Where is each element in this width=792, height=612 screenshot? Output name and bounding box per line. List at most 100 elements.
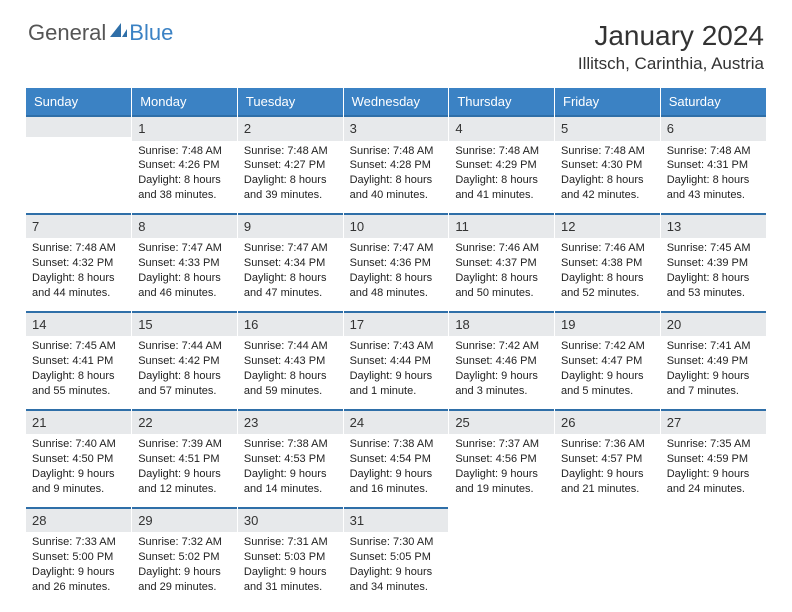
sunset-line: Sunset: 4:59 PM [667,452,760,467]
sunrise-line: Sunrise: 7:44 AM [138,339,231,354]
sunrise-line: Sunrise: 7:38 AM [350,437,443,452]
sunrise-line: Sunrise: 7:38 AM [244,437,337,452]
daylight-line: Daylight: 8 hours [138,369,231,384]
sunrise-line: Sunrise: 7:36 AM [561,437,654,452]
daylight-line: and 3 minutes. [455,384,548,399]
daylight-line: and 5 minutes. [561,384,654,399]
calendar-day-cell: 7Sunrise: 7:48 AMSunset: 4:32 PMDaylight… [26,213,132,311]
day-number: 5 [555,115,660,141]
daylight-line: Daylight: 9 hours [244,467,337,482]
calendar-day-cell: 22Sunrise: 7:39 AMSunset: 4:51 PMDayligh… [132,409,238,507]
day-details: Sunrise: 7:47 AMSunset: 4:34 PMDaylight:… [238,238,343,310]
daylight-line: and 47 minutes. [244,286,337,301]
title-block: January 2024 Illitsch, Carinthia, Austri… [578,20,764,74]
calendar-day-cell: 26Sunrise: 7:36 AMSunset: 4:57 PMDayligh… [555,409,661,507]
sunset-line: Sunset: 4:28 PM [350,158,443,173]
calendar-day-cell: 21Sunrise: 7:40 AMSunset: 4:50 PMDayligh… [26,409,132,507]
daylight-line: and 29 minutes. [138,580,231,595]
location-text: Illitsch, Carinthia, Austria [578,54,764,74]
sunrise-line: Sunrise: 7:48 AM [561,144,654,159]
sunset-line: Sunset: 4:30 PM [561,158,654,173]
day-details: Sunrise: 7:37 AMSunset: 4:56 PMDaylight:… [449,434,554,506]
daylight-line: and 1 minute. [350,384,443,399]
day-details: Sunrise: 7:47 AMSunset: 4:36 PMDaylight:… [344,238,449,310]
sunset-line: Sunset: 4:37 PM [455,256,548,271]
sunrise-line: Sunrise: 7:39 AM [138,437,231,452]
sunrise-line: Sunrise: 7:48 AM [138,144,231,159]
day-number: 12 [555,213,660,239]
sunset-line: Sunset: 4:47 PM [561,354,654,369]
daylight-line: Daylight: 8 hours [32,369,125,384]
calendar-day-cell: 20Sunrise: 7:41 AMSunset: 4:49 PMDayligh… [660,311,766,409]
daylight-line: and 26 minutes. [32,580,125,595]
weekday-header: Wednesday [343,88,449,115]
daylight-line: and 38 minutes. [138,188,231,203]
day-number: 29 [132,507,237,533]
daylight-line: Daylight: 9 hours [667,369,760,384]
calendar-day-cell: 10Sunrise: 7:47 AMSunset: 4:36 PMDayligh… [343,213,449,311]
sunset-line: Sunset: 4:44 PM [350,354,443,369]
daylight-line: Daylight: 9 hours [667,467,760,482]
day-number: 10 [344,213,449,239]
daylight-line: and 41 minutes. [455,188,548,203]
day-number: 4 [449,115,554,141]
day-number: 11 [449,213,554,239]
day-details: Sunrise: 7:48 AMSunset: 4:31 PMDaylight:… [661,141,766,213]
weekday-header: Monday [132,88,238,115]
daylight-line: Daylight: 8 hours [350,271,443,286]
calendar-day-cell: 18Sunrise: 7:42 AMSunset: 4:46 PMDayligh… [449,311,555,409]
sunrise-line: Sunrise: 7:45 AM [32,339,125,354]
calendar-day-cell [26,115,132,213]
calendar-day-cell: 27Sunrise: 7:35 AMSunset: 4:59 PMDayligh… [660,409,766,507]
day-details: Sunrise: 7:45 AMSunset: 4:41 PMDaylight:… [26,336,131,408]
calendar-body: 1Sunrise: 7:48 AMSunset: 4:26 PMDaylight… [26,115,766,605]
calendar-week-row: 1Sunrise: 7:48 AMSunset: 4:26 PMDaylight… [26,115,766,213]
daylight-line: and 52 minutes. [561,286,654,301]
sunrise-line: Sunrise: 7:47 AM [350,241,443,256]
day-details: Sunrise: 7:48 AMSunset: 4:28 PMDaylight:… [344,141,449,213]
sunrise-line: Sunrise: 7:31 AM [244,535,337,550]
calendar-day-cell: 23Sunrise: 7:38 AMSunset: 4:53 PMDayligh… [237,409,343,507]
day-details: Sunrise: 7:46 AMSunset: 4:38 PMDaylight:… [555,238,660,310]
calendar-day-cell: 29Sunrise: 7:32 AMSunset: 5:02 PMDayligh… [132,507,238,605]
day-details: Sunrise: 7:36 AMSunset: 4:57 PMDaylight:… [555,434,660,506]
sunrise-line: Sunrise: 7:32 AM [138,535,231,550]
daylight-line: and 44 minutes. [32,286,125,301]
sunset-line: Sunset: 4:56 PM [455,452,548,467]
sunrise-line: Sunrise: 7:43 AM [350,339,443,354]
sunrise-line: Sunrise: 7:33 AM [32,535,125,550]
daylight-line: Daylight: 9 hours [32,467,125,482]
daylight-line: Daylight: 9 hours [455,369,548,384]
sunrise-line: Sunrise: 7:45 AM [667,241,760,256]
day-number: 7 [26,213,131,239]
sunrise-line: Sunrise: 7:47 AM [244,241,337,256]
day-number: 27 [661,409,766,435]
day-number: 20 [661,311,766,337]
daylight-line: and 42 minutes. [561,188,654,203]
weekday-header: Friday [555,88,661,115]
daylight-line: and 12 minutes. [138,482,231,497]
daylight-line: Daylight: 8 hours [350,173,443,188]
calendar-day-cell: 24Sunrise: 7:38 AMSunset: 4:54 PMDayligh… [343,409,449,507]
calendar-day-cell: 6Sunrise: 7:48 AMSunset: 4:31 PMDaylight… [660,115,766,213]
sunrise-line: Sunrise: 7:44 AM [244,339,337,354]
day-number: 25 [449,409,554,435]
sunset-line: Sunset: 5:03 PM [244,550,337,565]
daylight-line: Daylight: 8 hours [561,271,654,286]
day-number: 26 [555,409,660,435]
day-number: 9 [238,213,343,239]
daylight-line: Daylight: 8 hours [32,271,125,286]
day-number: 28 [26,507,131,533]
sunrise-line: Sunrise: 7:42 AM [455,339,548,354]
sunset-line: Sunset: 4:42 PM [138,354,231,369]
daylight-line: and 59 minutes. [244,384,337,399]
day-number: 16 [238,311,343,337]
day-number: 3 [344,115,449,141]
sunset-line: Sunset: 4:43 PM [244,354,337,369]
day-details: Sunrise: 7:32 AMSunset: 5:02 PMDaylight:… [132,532,237,604]
calendar-day-cell: 19Sunrise: 7:42 AMSunset: 4:47 PMDayligh… [555,311,661,409]
day-number: 1 [132,115,237,141]
sunrise-line: Sunrise: 7:48 AM [350,144,443,159]
day-details: Sunrise: 7:48 AMSunset: 4:30 PMDaylight:… [555,141,660,213]
daylight-line: and 48 minutes. [350,286,443,301]
